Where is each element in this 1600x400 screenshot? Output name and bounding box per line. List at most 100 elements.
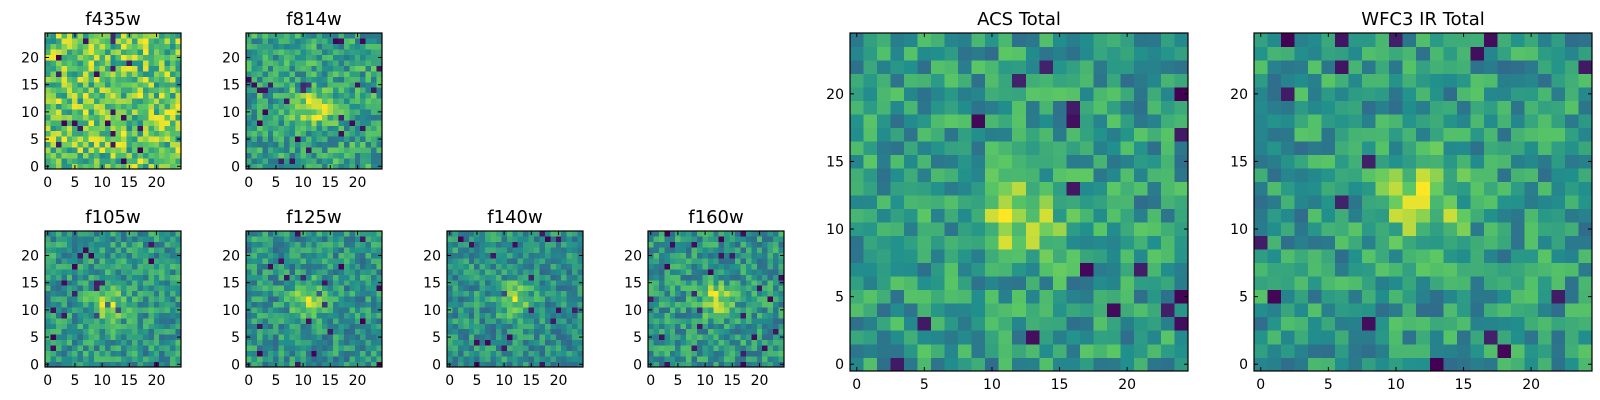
heatmap-cell xyxy=(1443,289,1458,304)
heatmap-cell xyxy=(371,136,377,143)
heatmap-cell xyxy=(1254,154,1268,169)
heatmap-cell xyxy=(55,290,62,297)
heatmap-cell xyxy=(246,345,252,351)
x-tick-label: 20 xyxy=(349,373,367,389)
heatmap-cell xyxy=(767,247,774,254)
heatmap-cell xyxy=(1174,46,1189,61)
heatmap-cell xyxy=(539,241,546,248)
heatmap-cell xyxy=(686,323,692,330)
heatmap-cell xyxy=(61,163,68,170)
heatmap-cell xyxy=(751,269,758,275)
heatmap-cell xyxy=(756,279,763,286)
heatmap-cell xyxy=(360,285,366,292)
heatmap-cell xyxy=(338,252,345,259)
heatmap-cell xyxy=(566,301,573,308)
heatmap-cell xyxy=(691,339,698,346)
heatmap-cell xyxy=(778,231,785,237)
heatmap-cell xyxy=(294,103,301,110)
heatmap-cell xyxy=(501,345,508,351)
heatmap-cell xyxy=(66,147,73,153)
heatmap-cell xyxy=(707,263,714,270)
heatmap-cell xyxy=(267,130,274,137)
heatmap-cell xyxy=(267,339,274,346)
heatmap-cell xyxy=(137,65,144,72)
heatmap-cell xyxy=(534,301,540,308)
heatmap-cell xyxy=(713,236,720,243)
heatmap-cell xyxy=(1174,235,1189,250)
heatmap-cell xyxy=(153,49,160,56)
heatmap-cell xyxy=(251,114,258,121)
heatmap-cell xyxy=(354,87,361,94)
heatmap-cell xyxy=(724,318,730,324)
heatmap-cell xyxy=(1470,195,1485,210)
heatmap-cell xyxy=(1106,33,1121,47)
heatmap-cell xyxy=(702,345,709,351)
heatmap-cell xyxy=(675,236,681,243)
heatmap-cell xyxy=(680,307,687,313)
heatmap-cell xyxy=(284,147,290,153)
heatmap-cell xyxy=(1483,330,1498,345)
heatmap-cell xyxy=(512,301,519,308)
heatmap-cell xyxy=(762,339,768,346)
heatmap-cell xyxy=(877,330,891,345)
heatmap-cell xyxy=(311,274,318,281)
heatmap-cell xyxy=(1524,208,1539,223)
heatmap-cell xyxy=(360,356,366,362)
heatmap-cell xyxy=(1497,262,1512,277)
heatmap-cell xyxy=(756,301,763,308)
heatmap-cell xyxy=(501,285,508,292)
heatmap-cell xyxy=(305,87,312,94)
heatmap-cell xyxy=(1456,235,1471,250)
heatmap-cell xyxy=(126,290,133,297)
heatmap-cell xyxy=(1254,316,1268,331)
heatmap-cell xyxy=(696,323,703,330)
heatmap-cell xyxy=(246,247,252,254)
heatmap-cell xyxy=(305,345,312,351)
heatmap-cell xyxy=(137,71,144,77)
heatmap-cell xyxy=(294,290,301,297)
heatmap-cell xyxy=(544,296,551,303)
heatmap-cell xyxy=(273,49,279,56)
heatmap-cell xyxy=(316,274,323,281)
heatmap-cell xyxy=(1524,276,1539,291)
heatmap-cell xyxy=(327,236,334,243)
heatmap-cell xyxy=(61,49,68,56)
heatmap-cell xyxy=(998,262,1013,277)
heatmap-cell xyxy=(289,54,296,61)
heatmap-cell xyxy=(371,92,377,99)
heatmap-cell xyxy=(501,279,508,286)
heatmap-cell xyxy=(354,323,361,330)
heatmap-cell xyxy=(528,328,535,335)
heatmap-cell xyxy=(1133,33,1148,47)
heatmap-cell xyxy=(566,307,573,313)
heatmap-cell xyxy=(376,33,383,39)
heatmap-cell xyxy=(1174,303,1189,318)
heatmap-cell xyxy=(251,296,258,303)
heatmap-cell xyxy=(311,120,318,126)
heatmap-cell xyxy=(88,312,95,319)
heatmap-cell xyxy=(1133,276,1148,291)
heatmap-cell xyxy=(273,81,279,88)
heatmap-cell xyxy=(360,43,366,50)
heatmap-cell xyxy=(132,98,138,105)
heatmap-cell xyxy=(343,114,350,121)
heatmap-cell xyxy=(495,356,502,362)
heatmap-cell xyxy=(267,269,274,275)
heatmap-cell xyxy=(305,130,312,137)
heatmap-cell xyxy=(104,81,111,88)
heatmap-cell xyxy=(273,71,279,77)
heatmap-cell xyxy=(45,323,51,330)
heatmap-cell xyxy=(528,296,535,303)
heatmap-cell xyxy=(658,312,665,319)
heatmap-cell xyxy=(1052,289,1067,304)
heatmap-cell xyxy=(756,252,763,259)
heatmap-cell xyxy=(316,38,323,45)
heatmap-cell xyxy=(971,289,986,304)
heatmap-cell xyxy=(77,136,84,143)
heatmap-cell xyxy=(354,120,361,126)
heatmap-cell xyxy=(506,247,513,254)
heatmap-cell xyxy=(256,328,263,335)
heatmap-cell xyxy=(1456,316,1471,331)
heatmap-cell xyxy=(284,76,290,83)
heatmap-cell xyxy=(66,49,73,56)
